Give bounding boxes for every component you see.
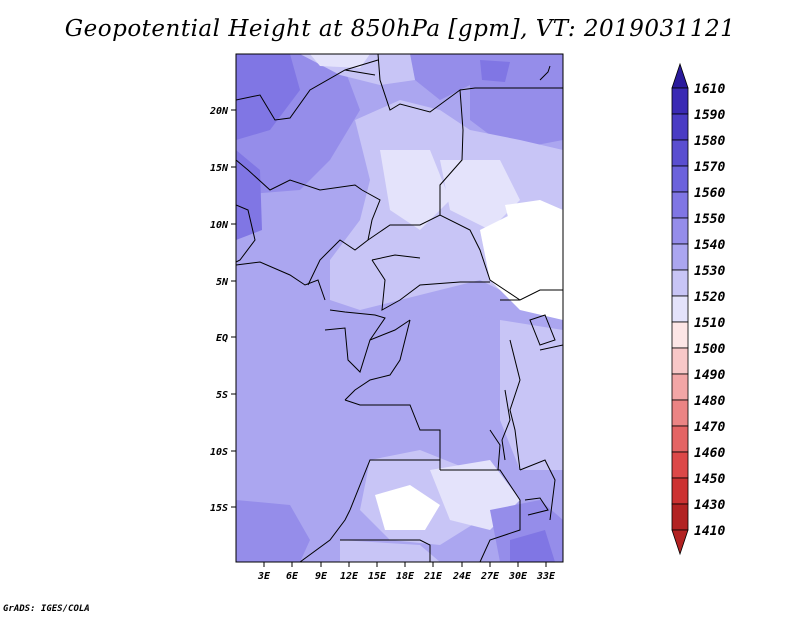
- colorbar-label: 1480: [694, 394, 725, 409]
- lat-axis: 20N 15N 10N 5N EQ 5S 10S 15S: [209, 106, 236, 514]
- lon-label: 12E: [340, 571, 359, 582]
- lat-label: EQ: [216, 333, 228, 344]
- lon-label: 6E: [286, 571, 299, 582]
- colorbar-segment: [671, 269, 689, 297]
- colorbar-segment: [671, 451, 689, 479]
- colorbar-label: 1520: [694, 290, 725, 305]
- colorbar-segment: [671, 503, 689, 531]
- colorbar-label: 1530: [694, 264, 725, 279]
- lat-label: 5N: [216, 277, 229, 288]
- colorbar-label: 1430: [694, 498, 725, 513]
- colorbar-label: 1580: [694, 134, 725, 149]
- colorbar-segment: [671, 399, 689, 427]
- lon-label: 24E: [452, 571, 472, 582]
- lon-label: 9E: [315, 571, 328, 582]
- colorbar-top-arrow: [671, 62, 689, 89]
- colorbar-label: 1410: [694, 524, 725, 539]
- lon-label: 15E: [368, 571, 387, 582]
- colorbar-label: 1560: [694, 186, 725, 201]
- colorbar-segment: [671, 87, 689, 115]
- map-title: Geopotential Height at 850hPa [gpm], VT:…: [64, 16, 736, 42]
- colorbar-segment: [671, 295, 689, 323]
- lon-axis: 3E 6E 9E 12E 15E 18E 21E 24E 27E 30E 33E: [257, 562, 556, 582]
- colorbar-bottom-arrow: [671, 529, 689, 556]
- boundaries: [236, 54, 563, 562]
- colorbar-segment: [671, 321, 689, 349]
- lon-label: 18E: [396, 571, 415, 582]
- lon-label: 3E: [257, 571, 271, 582]
- colorbar-label: 1470: [694, 420, 725, 435]
- lon-label: 33E: [536, 571, 556, 582]
- colorbar-label: 1550: [694, 212, 725, 227]
- lat-label: 10N: [210, 220, 229, 231]
- lat-label: 20N: [209, 106, 229, 117]
- colorbar-label: 1460: [694, 446, 725, 461]
- colorbar-label: 1570: [694, 160, 725, 175]
- colorbar-segment: [671, 425, 689, 453]
- colorbar-label: 1540: [694, 238, 725, 253]
- colorbar-segment: [671, 217, 689, 245]
- lat-label: 10S: [210, 447, 228, 458]
- colorbar-segment: [671, 139, 689, 167]
- colorbar-label: 1610: [694, 82, 725, 97]
- colorbar-label: 1590: [694, 108, 725, 123]
- colorbar-label: 1450: [694, 472, 725, 487]
- colorbar: 1610 1590 1580 1570 1560 1550 1540 1530 1520 1510…: [671, 62, 725, 556]
- grads-credit: GrADS: IGES/COLA: [3, 604, 90, 614]
- map-frame: [235, 53, 564, 563]
- colorbar-segment: [671, 243, 689, 271]
- colorbar-segment: [671, 191, 689, 219]
- colorbar-label: 1490: [694, 368, 725, 383]
- colorbar-label: 1510: [694, 316, 725, 331]
- colorbar-label: 1500: [694, 342, 725, 357]
- height-field: [236, 54, 563, 562]
- lat-label: 15N: [210, 163, 229, 174]
- lon-label: 21E: [423, 571, 443, 582]
- lon-label: 30E: [508, 571, 528, 582]
- lon-label: 27E: [480, 571, 500, 582]
- colorbar-segment: [671, 347, 689, 375]
- colorbar-segment: [671, 477, 689, 505]
- colorbar-segment: [671, 165, 689, 193]
- lat-label: 5S: [216, 390, 228, 401]
- colorbar-segment: [671, 113, 689, 141]
- lat-label: 15S: [210, 503, 228, 514]
- colorbar-segment: [671, 373, 689, 401]
